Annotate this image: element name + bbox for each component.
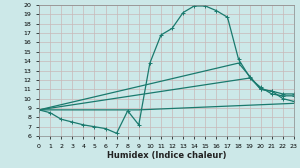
X-axis label: Humidex (Indice chaleur): Humidex (Indice chaleur)	[107, 152, 226, 160]
